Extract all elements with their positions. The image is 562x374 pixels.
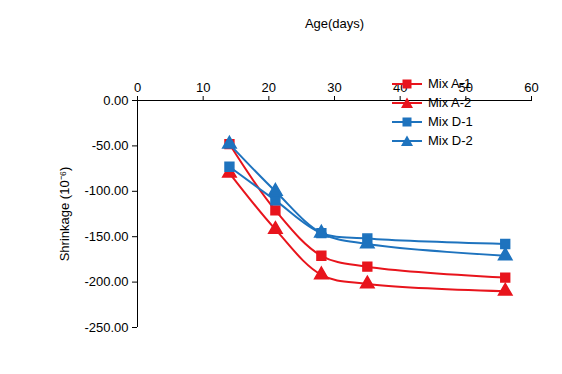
svg-text:10: 10: [196, 80, 210, 95]
svg-text:0.00: 0.00: [103, 93, 128, 108]
svg-text:-50.00: -50.00: [92, 138, 129, 153]
html-text:Mix A-1: Mix A-1: [428, 76, 472, 91]
svg-text:Age(days): Age(days): [305, 16, 364, 31]
svg-text:-200.00: -200.00: [84, 274, 128, 289]
svg-text:20: 20: [262, 80, 276, 95]
html-text:Mix D-1: Mix D-1: [428, 114, 473, 129]
svg-text:Shrinkage (10⁻⁶): Shrinkage (10⁻⁶): [57, 167, 72, 262]
svg-text:-100.00: -100.00: [84, 183, 128, 198]
html-text:Mix A-2: Mix A-2: [428, 95, 472, 110]
svg-text:-250.00: -250.00: [84, 320, 128, 335]
svg-text:0: 0: [134, 80, 141, 95]
svg-text:30: 30: [327, 80, 341, 95]
svg-text:40: 40: [392, 79, 408, 95]
html-text:Mix D-2: Mix D-2: [428, 133, 473, 148]
svg-text:-150.00: -150.00: [84, 229, 128, 244]
svg-text:60: 60: [524, 80, 538, 95]
